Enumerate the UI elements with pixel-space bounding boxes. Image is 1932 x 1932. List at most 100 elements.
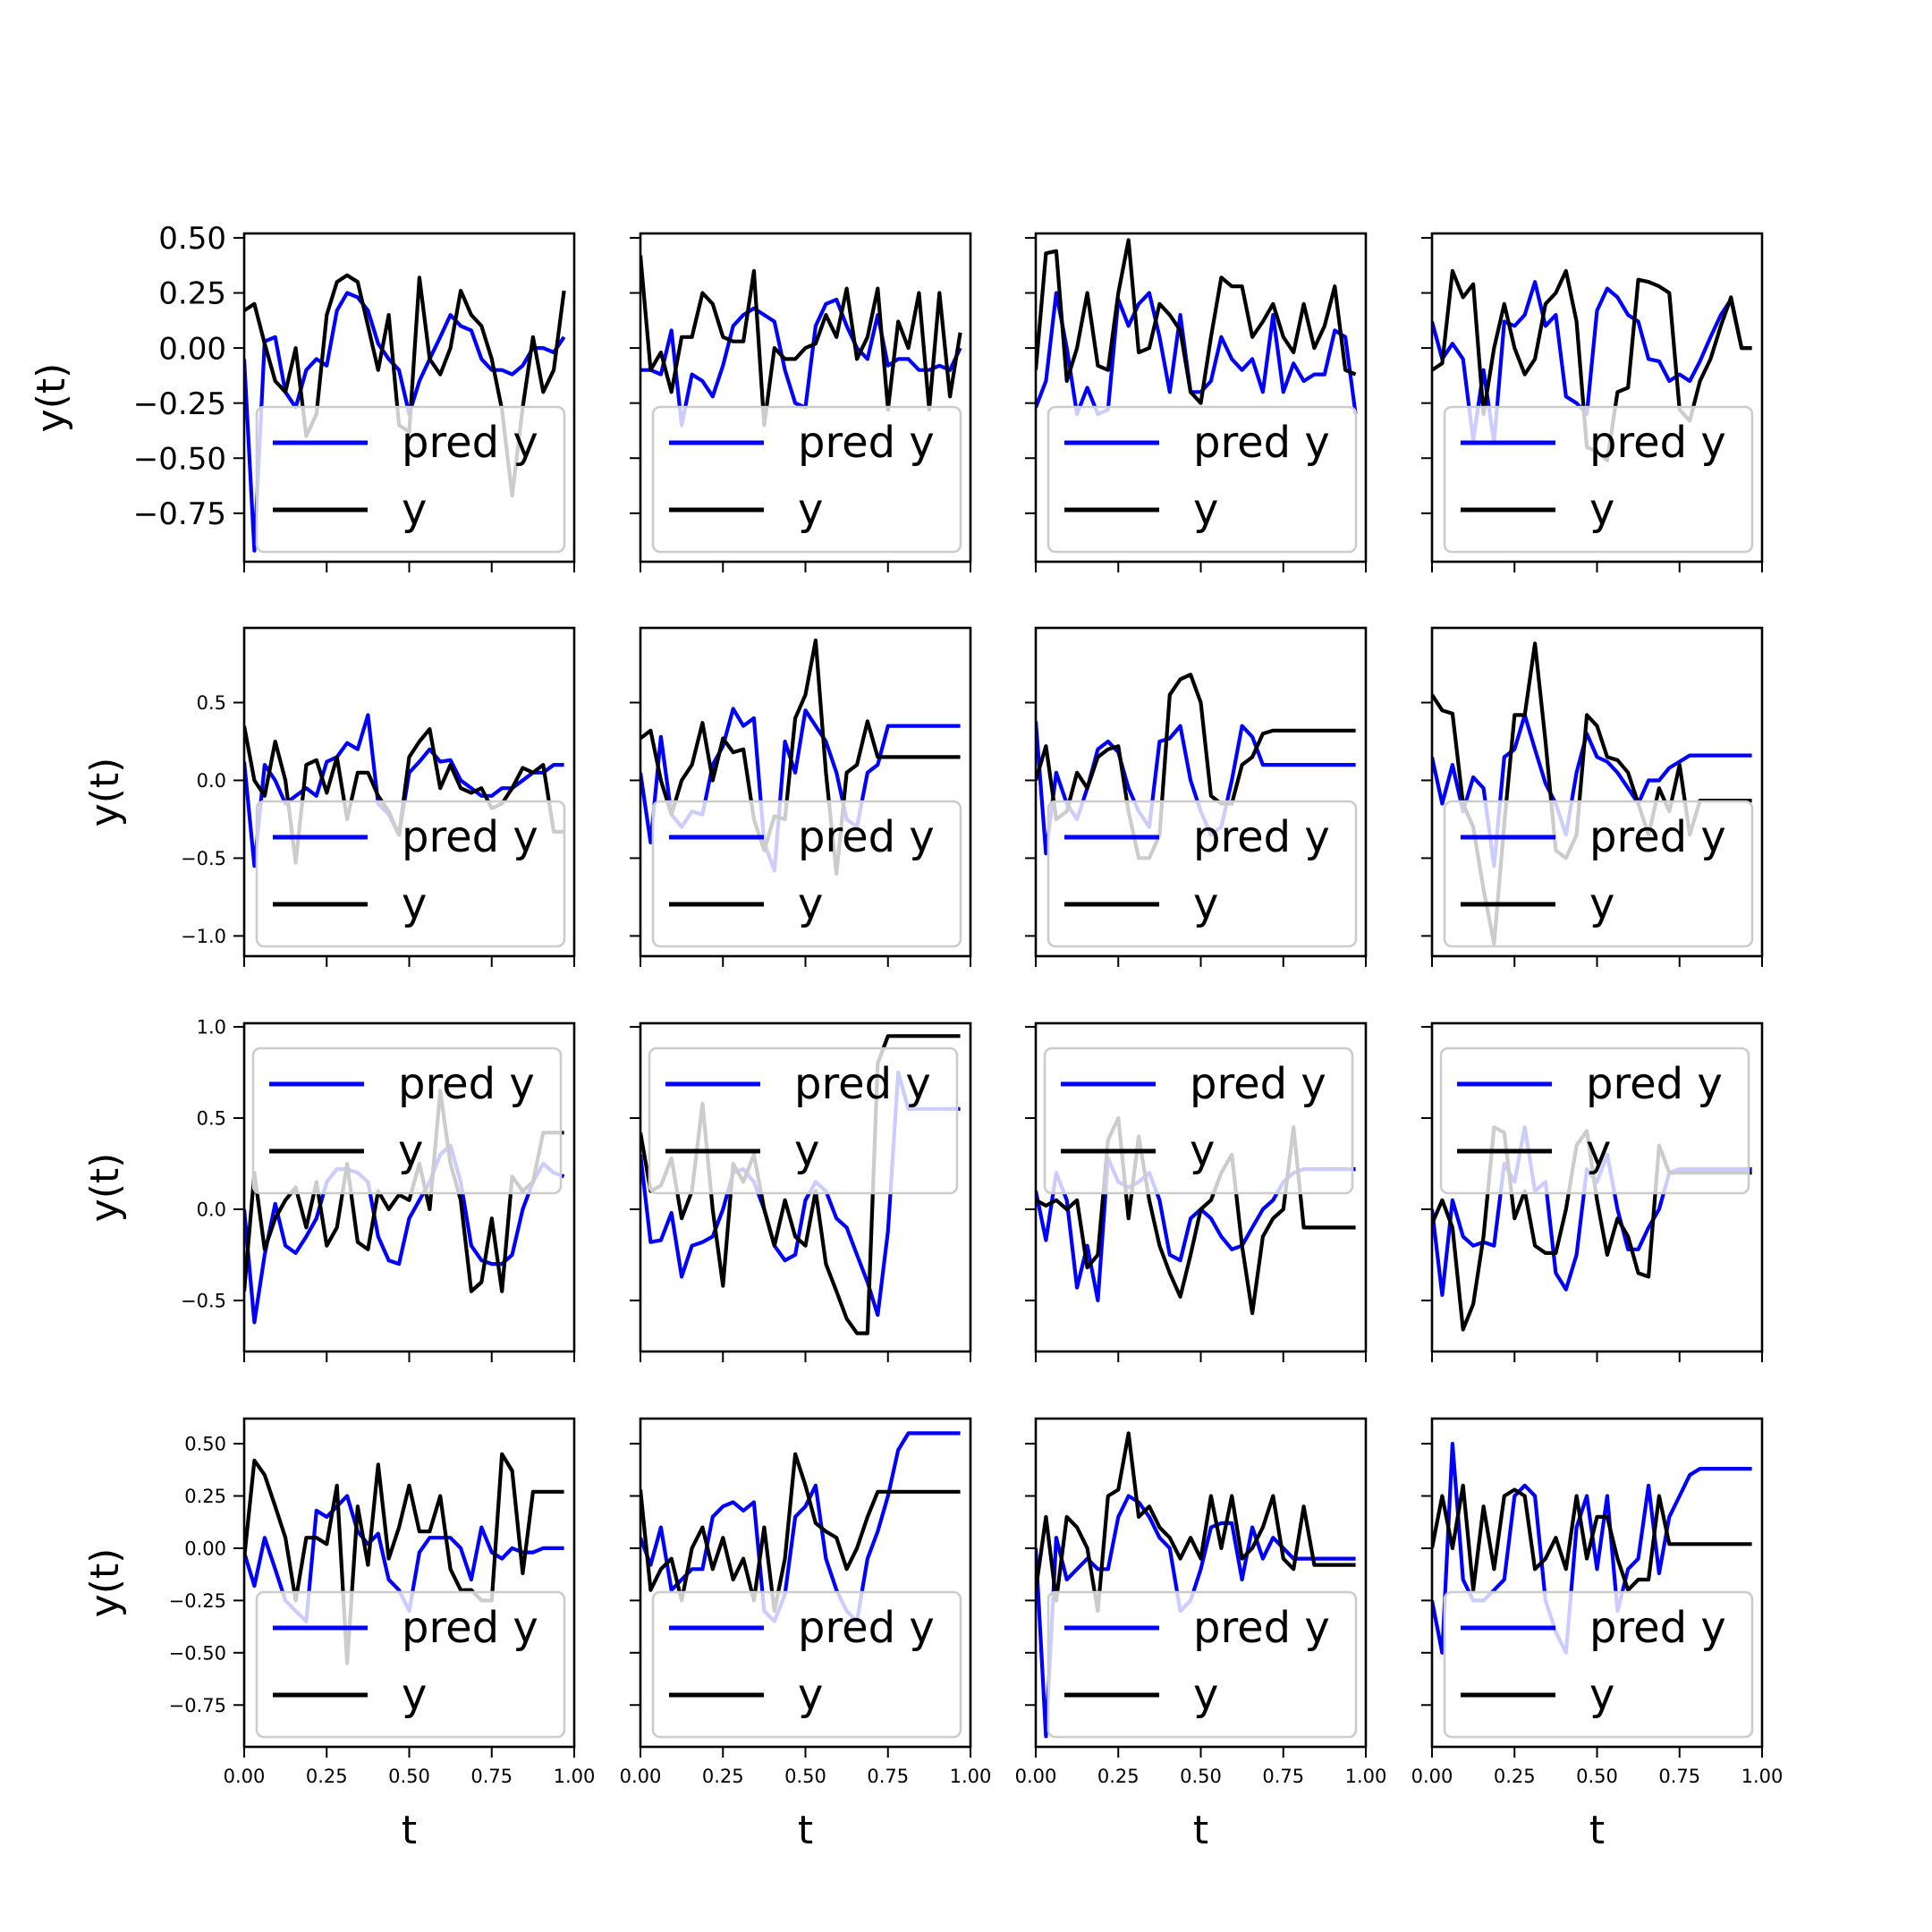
legend-entry-y-label: y bbox=[798, 1670, 823, 1720]
subplot-r2-c4: pred y y bbox=[1421, 626, 1764, 967]
y-tick-label: −0.25 bbox=[133, 386, 226, 422]
legend-entry-y-label: y bbox=[402, 1670, 427, 1720]
y-series-line bbox=[1036, 238, 1357, 405]
legend: pred y y bbox=[1046, 800, 1358, 948]
y-axis-label: y(t) bbox=[82, 758, 128, 827]
legend-entry-y-label: y bbox=[402, 879, 427, 929]
legend-entry-y-label: y bbox=[1193, 485, 1218, 535]
legend-entry-pred-y-label: pred y bbox=[1193, 812, 1330, 862]
subplot-r4-c2: 0.00 0.25 0.50 0.75 1.00 pred y y t bbox=[620, 1417, 992, 1853]
legend-entry-pred-y-label: pred y bbox=[398, 1059, 535, 1109]
subplot-r3-c3: pred y y bbox=[1025, 1021, 1368, 1362]
x-tick-label: 1.00 bbox=[950, 1766, 992, 1787]
y-tick-label: −0.5 bbox=[181, 1290, 226, 1311]
legend-entry-pred-y-label: pred y bbox=[1193, 418, 1330, 468]
x-tick-label: 0.25 bbox=[1097, 1766, 1140, 1787]
y-tick-label: 1.0 bbox=[197, 1017, 226, 1038]
y-tick-label: 0.00 bbox=[184, 1538, 226, 1559]
legend-entry-y-label: y bbox=[1589, 1670, 1614, 1720]
x-tick-label: 0.00 bbox=[224, 1766, 266, 1787]
y-tick-label: −0.75 bbox=[133, 496, 226, 532]
subplot-r1-c3: pred y y bbox=[1025, 232, 1368, 572]
y-tick-label: 0.0 bbox=[197, 770, 226, 792]
y-series-line bbox=[640, 1452, 961, 1614]
y-axis-label: y(t) bbox=[82, 1153, 128, 1223]
x-tick-label: 0.25 bbox=[306, 1766, 348, 1787]
x-axis-label: t bbox=[402, 1808, 417, 1853]
x-tick-label: 0.00 bbox=[1015, 1766, 1057, 1787]
y-series-line bbox=[640, 638, 961, 876]
legend-entry-y-label: y bbox=[798, 485, 823, 535]
pred-y-series-line bbox=[244, 1143, 565, 1325]
y-axis-label: y(t) bbox=[82, 1548, 128, 1618]
subplot-r4-c3: 0.00 0.25 0.50 0.75 1.00 pred y y t bbox=[1015, 1417, 1386, 1853]
x-tick-label: 0.50 bbox=[1180, 1766, 1222, 1787]
legend: pred y y bbox=[648, 1046, 959, 1195]
legend-entry-pred-y-label: pred y bbox=[798, 1603, 935, 1653]
legend-entry-pred-y-label: pred y bbox=[402, 418, 538, 468]
subplot-r3-c2: pred y y bbox=[630, 1021, 972, 1362]
y-tick-label: −0.5 bbox=[181, 848, 226, 869]
legend: pred y y bbox=[1046, 405, 1358, 554]
legend-entry-y-label: y bbox=[1190, 1126, 1215, 1176]
legend-entry-y-label: y bbox=[1586, 1126, 1611, 1176]
y-series-line bbox=[1036, 1115, 1356, 1316]
x-tick-label: 0.75 bbox=[867, 1766, 909, 1787]
y-tick-label: 0.5 bbox=[197, 1108, 226, 1130]
legend-entry-pred-y-label: pred y bbox=[798, 812, 935, 862]
x-axis-label: t bbox=[1193, 1808, 1208, 1853]
legend-entry-y-label: y bbox=[1193, 1670, 1218, 1720]
x-tick-label: 0.00 bbox=[1411, 1766, 1453, 1787]
y-tick-label: −1.0 bbox=[181, 926, 226, 947]
legend: pred y y bbox=[251, 1046, 563, 1195]
y-tick-label: 0.25 bbox=[184, 1486, 226, 1507]
subplot-r3-c4: pred y y bbox=[1421, 1021, 1764, 1362]
x-tick-label: 1.00 bbox=[554, 1766, 596, 1787]
legend: pred y y bbox=[1046, 1590, 1358, 1739]
subplot-r3-c1: 1.0 0.5 0.0 −0.5 pred y y y(t) bbox=[82, 1017, 576, 1362]
y-tick-label: 0.50 bbox=[158, 221, 226, 257]
legend: pred y y bbox=[1443, 800, 1754, 948]
y-series-line bbox=[244, 1452, 564, 1665]
legend-entry-y-label: y bbox=[798, 879, 823, 929]
legend: pred y y bbox=[1043, 1046, 1354, 1195]
x-tick-label: 0.75 bbox=[470, 1766, 513, 1787]
y-tick-label: 0.5 bbox=[197, 692, 226, 714]
legend: pred y y bbox=[255, 405, 566, 554]
legend: pred y y bbox=[651, 1590, 962, 1739]
legend-entry-pred-y-label: pred y bbox=[1589, 418, 1726, 468]
legend-entry-pred-y-label: pred y bbox=[1589, 1603, 1726, 1653]
x-tick-label: 0.50 bbox=[388, 1766, 430, 1787]
subplot-r2-c1: 0.5 0.0 −0.5 −1.0 pred y y y(t) bbox=[82, 626, 576, 967]
legend-entry-y-label: y bbox=[794, 1126, 819, 1176]
x-tick-label: 0.25 bbox=[1494, 1766, 1536, 1787]
legend: pred y y bbox=[1439, 1046, 1750, 1195]
y-series-line bbox=[1432, 1483, 1752, 1592]
y-tick-label: −0.25 bbox=[169, 1590, 226, 1612]
subplot-r2-c3: pred y y bbox=[1025, 626, 1368, 967]
y-tick-label: 0.25 bbox=[158, 276, 226, 312]
legend: pred y y bbox=[255, 1590, 566, 1739]
legend-entry-y-label: y bbox=[1193, 879, 1218, 929]
y-series-line bbox=[1036, 673, 1356, 860]
x-tick-label: 0.50 bbox=[1576, 1766, 1618, 1787]
subplot-r1-c4: pred y y bbox=[1421, 232, 1764, 572]
x-tick-label: 0.50 bbox=[784, 1766, 826, 1787]
legend-entry-y-label: y bbox=[398, 1126, 423, 1176]
legend-entry-pred-y-label: pred y bbox=[402, 812, 538, 862]
y-tick-label: 0.0 bbox=[197, 1199, 226, 1221]
pred-y-series-line bbox=[1432, 280, 1752, 445]
legend-entry-pred-y-label: pred y bbox=[402, 1603, 538, 1653]
y-tick-label: −0.75 bbox=[169, 1695, 226, 1716]
y-tick-label: 0.50 bbox=[184, 1434, 226, 1455]
legend: pred y y bbox=[651, 405, 962, 554]
x-axis-label: t bbox=[1589, 1808, 1605, 1853]
y-series-line bbox=[1036, 1431, 1356, 1614]
legend-entry-y-label: y bbox=[1589, 485, 1614, 535]
pred-y-series-line bbox=[640, 1431, 961, 1623]
subplot-r2-c2: pred y y bbox=[630, 626, 972, 967]
legend-entry-y-label: y bbox=[1589, 879, 1614, 929]
pred-y-series-line bbox=[244, 291, 566, 553]
legend-entry-pred-y-label: pred y bbox=[794, 1059, 931, 1109]
